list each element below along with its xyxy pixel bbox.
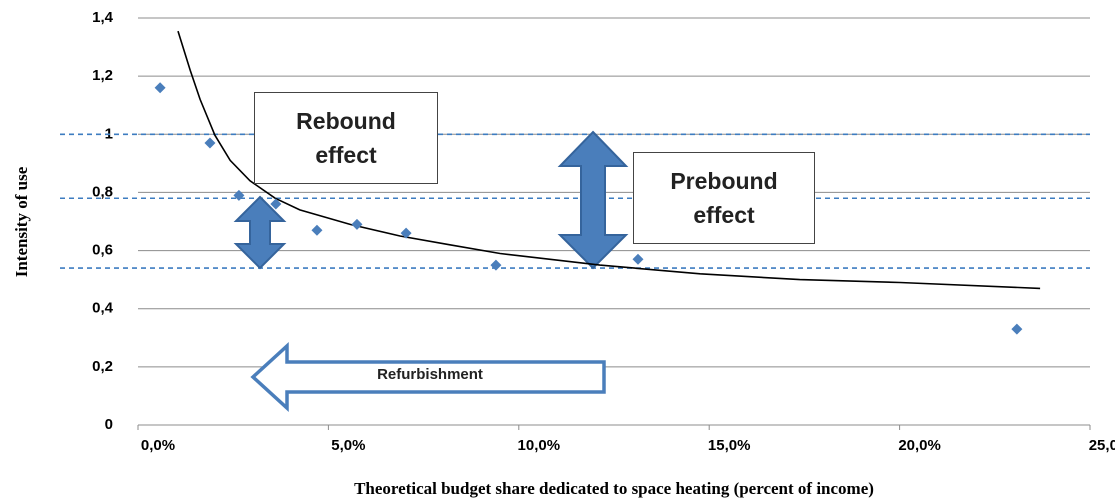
x-axis-title: Theoretical budget share dedicated to sp… xyxy=(354,479,874,498)
data-point xyxy=(351,218,363,230)
y-tick-label: 0 xyxy=(105,416,113,433)
data-point xyxy=(400,227,412,239)
data-point xyxy=(632,253,644,265)
reference-lines xyxy=(60,133,1090,269)
y-tick-label: 1,2 xyxy=(92,67,113,84)
y-tick-label: 0,2 xyxy=(92,358,113,375)
x-tick-label: 20,0% xyxy=(898,437,941,454)
annotation-box: Prebound effect xyxy=(633,152,815,244)
x-tick-label: 25,0% xyxy=(1089,437,1115,454)
data-point xyxy=(270,198,282,210)
trendline xyxy=(177,30,1041,290)
x-tick-label: 0,0% xyxy=(141,437,175,454)
y-tick-label: 0,6 xyxy=(92,242,113,259)
y-tick-label: 0,4 xyxy=(92,300,114,317)
y-axis-title: Intensity of use xyxy=(12,166,31,278)
prebound-arrow xyxy=(557,130,629,270)
data-point xyxy=(204,137,216,149)
data-point xyxy=(490,259,502,271)
x-tick-label: 5,0% xyxy=(331,437,365,454)
rebound-arrow xyxy=(233,195,287,270)
y-tick-label: 1,4 xyxy=(92,9,114,26)
y-tick-label: 0,8 xyxy=(92,183,113,200)
data-point xyxy=(311,224,323,236)
data-point xyxy=(154,82,166,94)
x-tick-label: 15,0% xyxy=(708,437,751,454)
annotation-box: Rebound effect xyxy=(254,92,438,184)
data-point xyxy=(233,189,245,201)
data-point xyxy=(1011,323,1023,335)
refurbishment-arrow xyxy=(250,342,606,412)
annotation-text: Refurbishment xyxy=(377,366,483,383)
x-tick-label: 10,0% xyxy=(518,437,561,454)
marks xyxy=(154,30,1041,335)
